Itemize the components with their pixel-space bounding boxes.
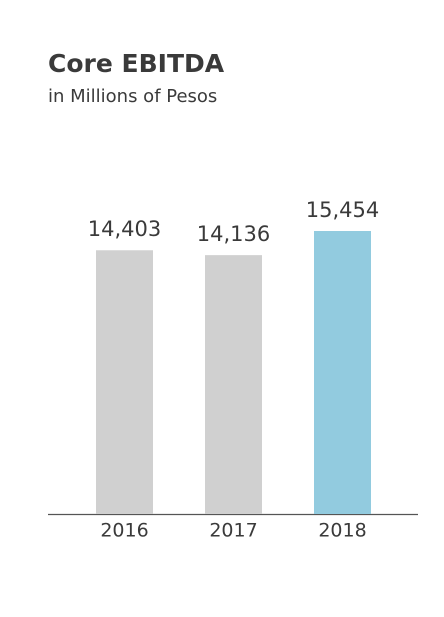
chart-subtitle: in Millions of Pesos [48,86,217,107]
value-label: 15,454 [306,198,379,222]
bar [96,250,153,514]
bar [205,255,262,515]
value-label: 14,136 [197,222,270,246]
x-tick-label: 2016 [100,520,148,542]
bar [314,231,371,514]
x-tick-label: 2018 [318,520,366,542]
x-tick-label: 2017 [209,520,257,542]
chart-title: Core EBITDA [48,49,225,78]
value-label: 14,403 [88,217,161,241]
